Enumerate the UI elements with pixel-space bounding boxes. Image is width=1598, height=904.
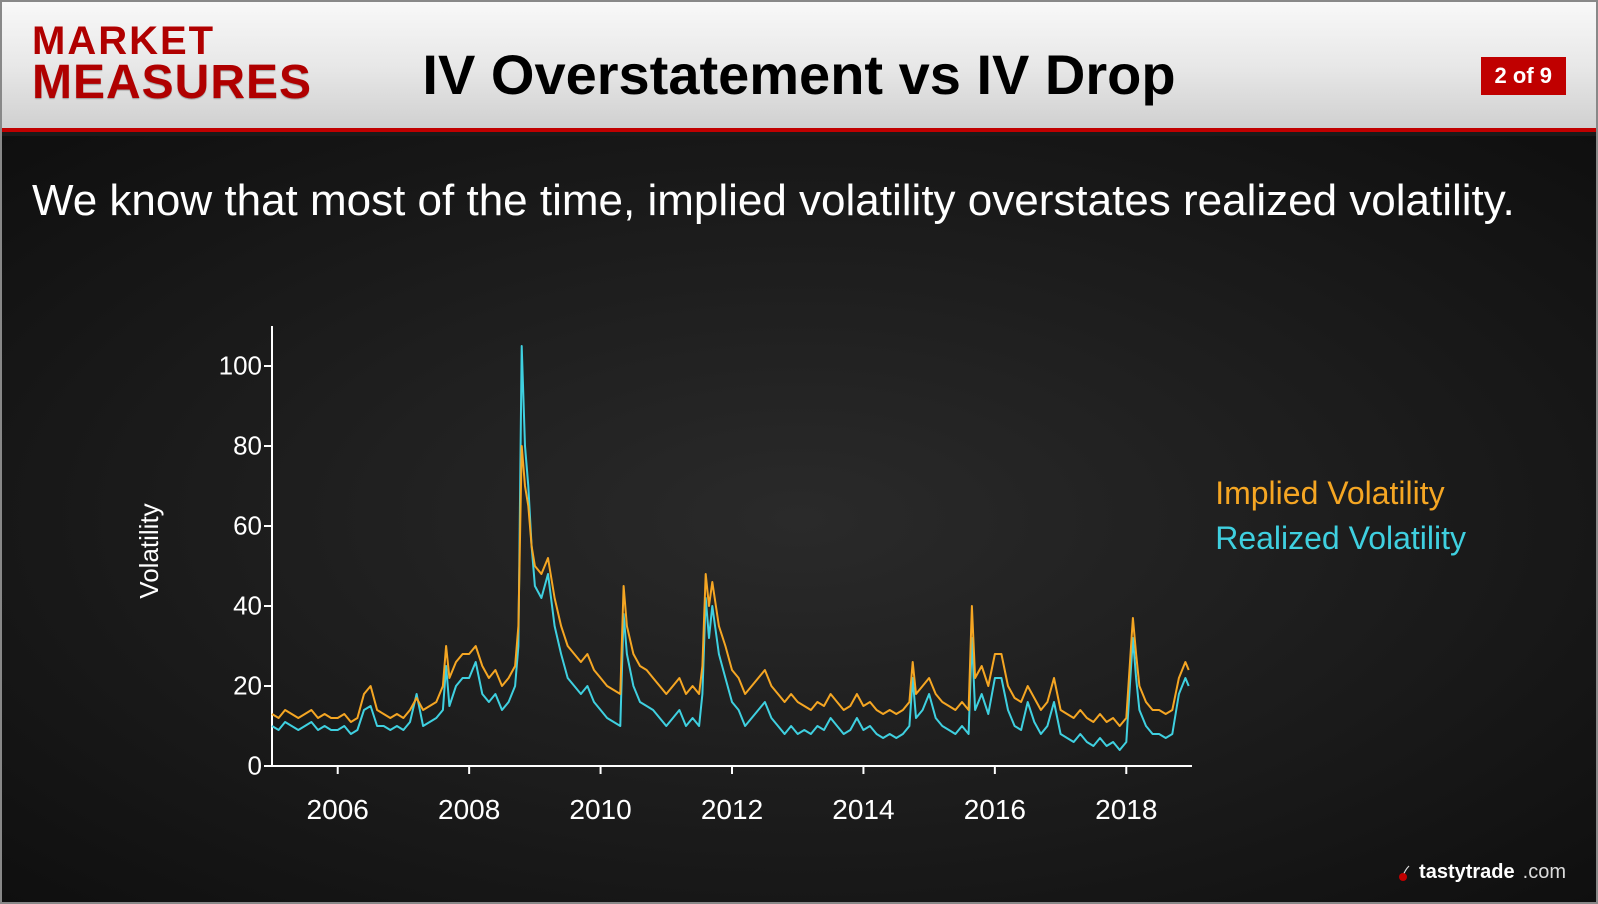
iv-line [272,446,1189,726]
volatility-chart: Volatility 02040608010020062008201020122… [152,316,1202,786]
y-tick-label: 60 [202,511,262,542]
header-bar: MARKET MEASURES IV Overstatement vs IV D… [2,2,1596,132]
footer-tld: .com [1523,861,1566,884]
chart-svg [152,316,1202,786]
slide-body: We know that most of the time, implied v… [2,136,1596,902]
x-tick-label: 2016 [964,794,1026,826]
chart-legend: Implied Volatility Realized Volatility [1215,471,1466,561]
x-tick-label: 2012 [701,794,763,826]
x-tick-label: 2018 [1095,794,1157,826]
footer-brand: tastytrade [1419,861,1515,884]
legend-implied-volatility: Implied Volatility [1215,471,1466,516]
y-tick-label: 20 [202,671,262,702]
cherry-icon [1397,864,1415,882]
y-tick-label: 100 [202,351,262,382]
y-tick-label: 80 [202,431,262,462]
x-tick-label: 2014 [832,794,894,826]
y-tick-label: 40 [202,591,262,622]
tastytrade-logo: tastytrade .com [1397,861,1566,884]
body-statement: We know that most of the time, implied v… [32,171,1536,230]
x-tick-label: 2006 [307,794,369,826]
slide-title: IV Overstatement vs IV Drop [2,42,1596,107]
slide: MARKET MEASURES IV Overstatement vs IV D… [0,0,1598,904]
x-tick-label: 2010 [569,794,631,826]
y-tick-label: 0 [202,751,262,782]
x-tick-label: 2008 [438,794,500,826]
legend-realized-volatility: Realized Volatility [1215,516,1466,561]
page-number-badge: 2 of 9 [1481,57,1566,95]
